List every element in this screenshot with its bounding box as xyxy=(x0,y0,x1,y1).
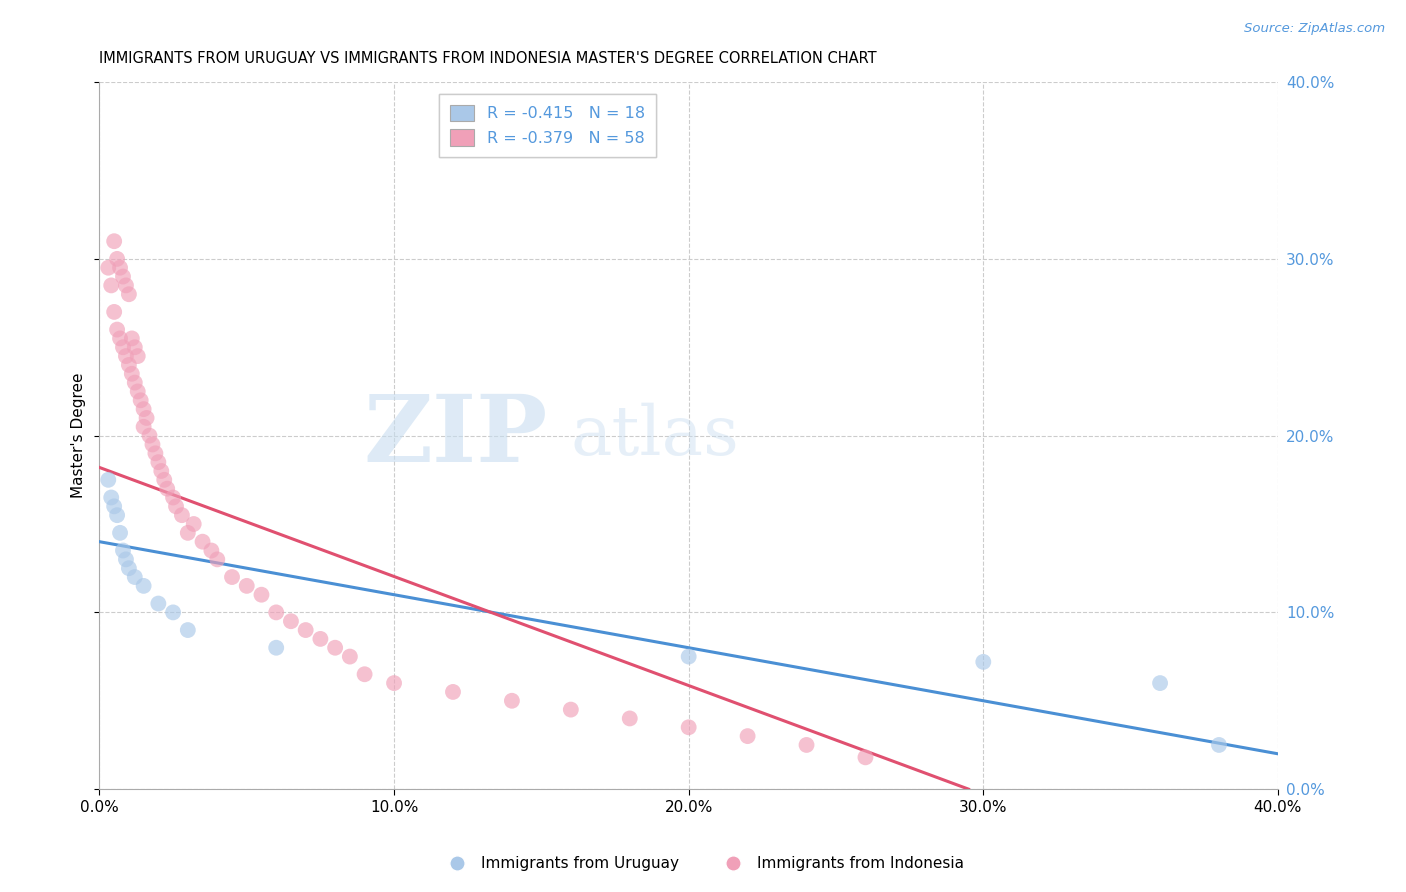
Point xyxy=(235,579,257,593)
Point xyxy=(115,349,138,363)
Y-axis label: Master's Degree: Master's Degree xyxy=(72,373,86,499)
Point xyxy=(619,711,641,725)
Point xyxy=(501,694,523,708)
Point xyxy=(132,402,155,417)
Text: IMMIGRANTS FROM URUGUAY VS IMMIGRANTS FROM INDONESIA MASTER'S DEGREE CORRELATION: IMMIGRANTS FROM URUGUAY VS IMMIGRANTS FR… xyxy=(100,51,877,66)
Point xyxy=(162,491,184,505)
Text: atlas: atlas xyxy=(571,402,740,469)
Point xyxy=(1208,738,1230,752)
Point xyxy=(111,543,134,558)
Point xyxy=(100,278,122,293)
Point xyxy=(264,640,287,655)
Point xyxy=(135,411,157,425)
Point xyxy=(972,655,994,669)
Point xyxy=(200,543,222,558)
Point xyxy=(191,534,214,549)
Point xyxy=(221,570,243,584)
Point xyxy=(103,305,125,319)
Point xyxy=(118,561,141,575)
Point xyxy=(115,552,138,566)
Point xyxy=(111,269,134,284)
Point xyxy=(264,606,287,620)
Point xyxy=(148,597,170,611)
Point xyxy=(162,606,184,620)
Point xyxy=(353,667,375,681)
Point xyxy=(207,552,229,566)
Point xyxy=(121,331,143,345)
Point xyxy=(156,482,179,496)
Point xyxy=(108,331,131,345)
Point xyxy=(170,508,193,523)
Point xyxy=(323,640,346,655)
Point xyxy=(678,720,700,734)
Point xyxy=(105,252,128,266)
Point xyxy=(124,376,146,390)
Point xyxy=(121,367,143,381)
Point xyxy=(118,358,141,372)
Point xyxy=(108,525,131,540)
Point xyxy=(145,446,167,460)
Point xyxy=(183,516,205,531)
Point xyxy=(132,419,155,434)
Point xyxy=(115,278,138,293)
Point xyxy=(129,393,152,408)
Point xyxy=(108,260,131,275)
Point xyxy=(141,437,163,451)
Point xyxy=(309,632,332,646)
Point xyxy=(1149,676,1171,690)
Point xyxy=(103,234,125,248)
Point xyxy=(105,508,128,523)
Point xyxy=(294,623,316,637)
Point xyxy=(118,287,141,301)
Point xyxy=(124,340,146,354)
Point xyxy=(97,260,120,275)
Point xyxy=(153,473,176,487)
Point xyxy=(111,340,134,354)
Point xyxy=(124,570,146,584)
Point xyxy=(796,738,818,752)
Point xyxy=(100,491,122,505)
Point xyxy=(105,322,128,336)
Point xyxy=(127,384,149,399)
Point xyxy=(678,649,700,664)
Point xyxy=(165,500,187,514)
Point xyxy=(280,614,302,628)
Point xyxy=(737,729,759,743)
Legend: R = -0.415   N = 18, R = -0.379   N = 58: R = -0.415 N = 18, R = -0.379 N = 58 xyxy=(439,94,655,157)
Point xyxy=(250,588,273,602)
Text: ZIP: ZIP xyxy=(363,391,547,481)
Text: Source: ZipAtlas.com: Source: ZipAtlas.com xyxy=(1244,22,1385,36)
Point xyxy=(855,750,877,764)
Point xyxy=(148,455,170,469)
Point xyxy=(138,428,160,442)
Point xyxy=(97,473,120,487)
Point xyxy=(441,685,464,699)
Point xyxy=(339,649,361,664)
Legend: Immigrants from Uruguay, Immigrants from Indonesia: Immigrants from Uruguay, Immigrants from… xyxy=(436,850,970,877)
Point xyxy=(132,579,155,593)
Point xyxy=(103,500,125,514)
Point xyxy=(150,464,173,478)
Point xyxy=(560,703,582,717)
Point xyxy=(177,623,200,637)
Point xyxy=(382,676,405,690)
Point xyxy=(177,525,200,540)
Point xyxy=(127,349,149,363)
